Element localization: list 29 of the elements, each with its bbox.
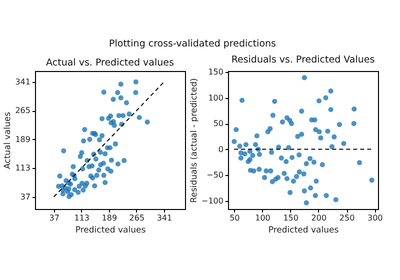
x-tick-label: 265 xyxy=(129,214,145,222)
y-tick-label: 341 xyxy=(15,77,30,86)
x-tick-label: 113 xyxy=(74,214,90,222)
y-tick-label: 265 xyxy=(15,106,30,116)
x-tick-label: 341 xyxy=(156,214,172,222)
x-axis-title: Predicted values xyxy=(268,226,340,236)
y-axis-title: Residuals (actual - predicted) xyxy=(190,78,200,203)
x-tick-label: 100 xyxy=(255,214,270,222)
x-tick-label: 250 xyxy=(339,214,355,222)
x-tick-label: 189 xyxy=(102,214,118,222)
y-tick-label: 50 xyxy=(213,119,224,128)
y-tick-label: 100 xyxy=(208,93,224,102)
y-tick-label: 113 xyxy=(15,164,30,173)
x-tick-label: 200 xyxy=(311,214,327,222)
chart-title: Residuals vs. Predicted Values xyxy=(231,54,375,66)
x-axis-title: Predicted values xyxy=(75,226,146,236)
y-tick-label: 150 xyxy=(208,68,224,77)
x-tick-label: 37 xyxy=(49,214,60,222)
y-tick-label: −100 xyxy=(202,196,224,206)
chart-title: Actual vs. Predicted values xyxy=(46,58,174,68)
y-axis-title: Actual values xyxy=(3,111,14,169)
y-tick-label: 189 xyxy=(15,134,30,144)
y-tick-label: 0 xyxy=(218,144,224,154)
x-tick-label: 150 xyxy=(283,214,298,222)
text: Plotting cross-validated predictions xyxy=(109,38,276,50)
x-tick-label: 300 xyxy=(367,214,383,222)
y-tick-label: 37 xyxy=(20,192,30,202)
x-tick-label: 50 xyxy=(230,214,240,222)
y-tick-label: −50 xyxy=(206,170,224,180)
